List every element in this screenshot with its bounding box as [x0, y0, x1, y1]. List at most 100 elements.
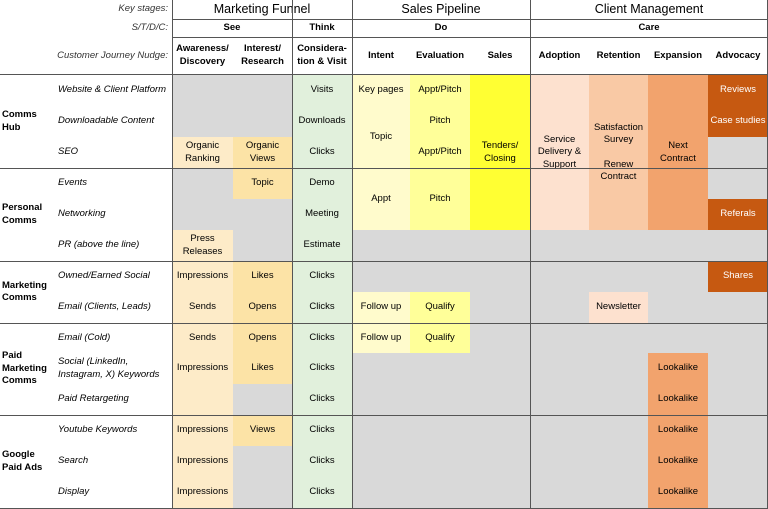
- cell-likes: Likes: [233, 353, 292, 384]
- row-label: Owned/Earned Social: [58, 270, 150, 282]
- cell-key-pages: Key pages: [358, 84, 404, 96]
- cell-clicks: Clicks: [309, 362, 335, 374]
- column-header: Advocacy: [715, 49, 761, 61]
- column-header: Intent: [368, 49, 394, 61]
- row-label: Email (Clients, Leads): [58, 301, 151, 313]
- row-label: Search: [58, 455, 89, 467]
- row-label: Email (Cold): [58, 331, 111, 343]
- divider: [0, 168, 768, 169]
- cell-clicks: Clicks: [309, 301, 335, 313]
- lookalike-band: [648, 353, 708, 508]
- divider: [292, 0, 293, 508]
- divider: [172, 19, 768, 20]
- cell-follow-up: Follow up: [352, 323, 410, 353]
- divider: [0, 74, 768, 75]
- cell-estimate: Estimate: [303, 239, 341, 251]
- cell-views: Views: [233, 415, 292, 446]
- column-header: Considera- tion & Visit: [297, 43, 347, 67]
- cell-qualify: Qualify: [410, 292, 470, 323]
- divider: [172, 37, 768, 38]
- column-header: Awareness/ Discovery: [176, 43, 229, 67]
- group-label: Personal Comms: [2, 202, 43, 226]
- cell-appt-pitch: Appt/Pitch: [418, 84, 462, 96]
- cell-organic-views: Organic Views: [233, 137, 292, 168]
- column-header: Interest/ Research: [241, 43, 284, 67]
- cell-next-contract: Next Contract: [648, 75, 708, 230]
- row-label: Paid Retargeting: [58, 393, 129, 405]
- cell-clicks: Clicks: [309, 393, 335, 405]
- cell-case-studies: Case studies: [708, 106, 768, 137]
- cell-meeting: Meeting: [305, 208, 339, 220]
- cell-lookalike: Lookalike: [657, 424, 699, 436]
- cell-demo: Demo: [309, 177, 335, 189]
- group-label: Google Paid Ads: [2, 449, 43, 473]
- stage-marketing-funnel: Marketing Funnel: [213, 2, 311, 17]
- cell-opens: Opens: [233, 323, 292, 353]
- stdc-think: Think: [309, 21, 335, 33]
- stdc-care: Care: [638, 21, 660, 33]
- row-label: PR (above the line): [58, 239, 140, 251]
- cell-lookalike: Lookalike: [657, 455, 699, 467]
- group-label: Paid Marketing Comms: [2, 350, 47, 387]
- divider: [172, 0, 173, 508]
- row-label: SEO: [58, 146, 79, 158]
- column-header: Evaluation: [415, 49, 465, 61]
- cell-shares: Shares: [708, 261, 768, 292]
- stdc-label: S/T/D/C:: [131, 21, 168, 33]
- cell-reviews: Reviews: [708, 75, 768, 106]
- divider: [0, 415, 768, 416]
- row-label: Networking: [58, 208, 106, 220]
- row-label: Social (LinkedIn, Instagram, X) Keywords: [58, 356, 160, 380]
- blank-cell: [172, 168, 233, 230]
- cell-service-delivery: Service Delivery & Support: [530, 75, 589, 230]
- blank-cell: [233, 199, 292, 261]
- cell-sends: Sends: [189, 331, 216, 343]
- cell-topic: Topic: [369, 130, 393, 142]
- cell-impressions: Impressions: [176, 486, 229, 498]
- evaluation-band: [410, 75, 470, 230]
- row-label: Display: [58, 486, 90, 498]
- cell-referals: Referals: [708, 199, 768, 230]
- blank-cell: [352, 230, 530, 508]
- cell-clicks: Clicks: [309, 331, 335, 343]
- stdc-do: Do: [434, 21, 448, 33]
- cell-pitch: Pitch: [429, 192, 451, 204]
- divider: [0, 323, 768, 324]
- stage-sales-pipeline: Sales Pipeline: [401, 2, 481, 17]
- cell-qualify: Qualify: [410, 323, 470, 353]
- cell-pitch: Pitch: [429, 115, 451, 127]
- group-label: Marketing Comms: [2, 279, 47, 303]
- cell-sends: Sends: [189, 301, 216, 313]
- cell-follow-up: Follow up: [352, 292, 410, 323]
- row-label: Youtube Keywords: [58, 424, 138, 436]
- blank-cell: [172, 75, 292, 137]
- cell-lookalike: Lookalike: [657, 362, 699, 374]
- column-header: Expansion: [653, 49, 703, 61]
- divider: [0, 261, 768, 262]
- divider: [530, 0, 531, 508]
- cell-opens: Opens: [233, 292, 292, 323]
- row-label: Events: [58, 177, 88, 189]
- cell-clicks: Clicks: [309, 146, 335, 158]
- cell-clicks: Clicks: [309, 486, 335, 498]
- consideration-band: [292, 75, 352, 508]
- cell-impressions: Impressions: [176, 362, 229, 374]
- cell-impressions: Impressions: [176, 270, 229, 282]
- cell-clicks: Clicks: [309, 424, 335, 436]
- key-stages-label: Key stages:: [118, 3, 168, 15]
- cell-lookalike: Lookalike: [657, 486, 699, 498]
- stdc-see: See: [223, 21, 241, 33]
- cell-organic-ranking: Organic Ranking: [172, 137, 233, 168]
- row-label: Website & Client Platform: [58, 84, 167, 96]
- cell-downloads: Downloads: [298, 115, 346, 127]
- cell-press-releases: Press Releases: [172, 230, 233, 261]
- divider: [352, 0, 353, 508]
- cell-clicks: Clicks: [309, 270, 335, 282]
- cell-impressions: Impressions: [176, 424, 229, 436]
- column-header: Sales: [487, 49, 513, 61]
- group-label: Comms Hub: [2, 109, 37, 133]
- cell-likes: Likes: [233, 261, 292, 292]
- cell-appt-pitch: Appt/Pitch: [418, 146, 462, 158]
- column-header: Retention: [596, 49, 641, 61]
